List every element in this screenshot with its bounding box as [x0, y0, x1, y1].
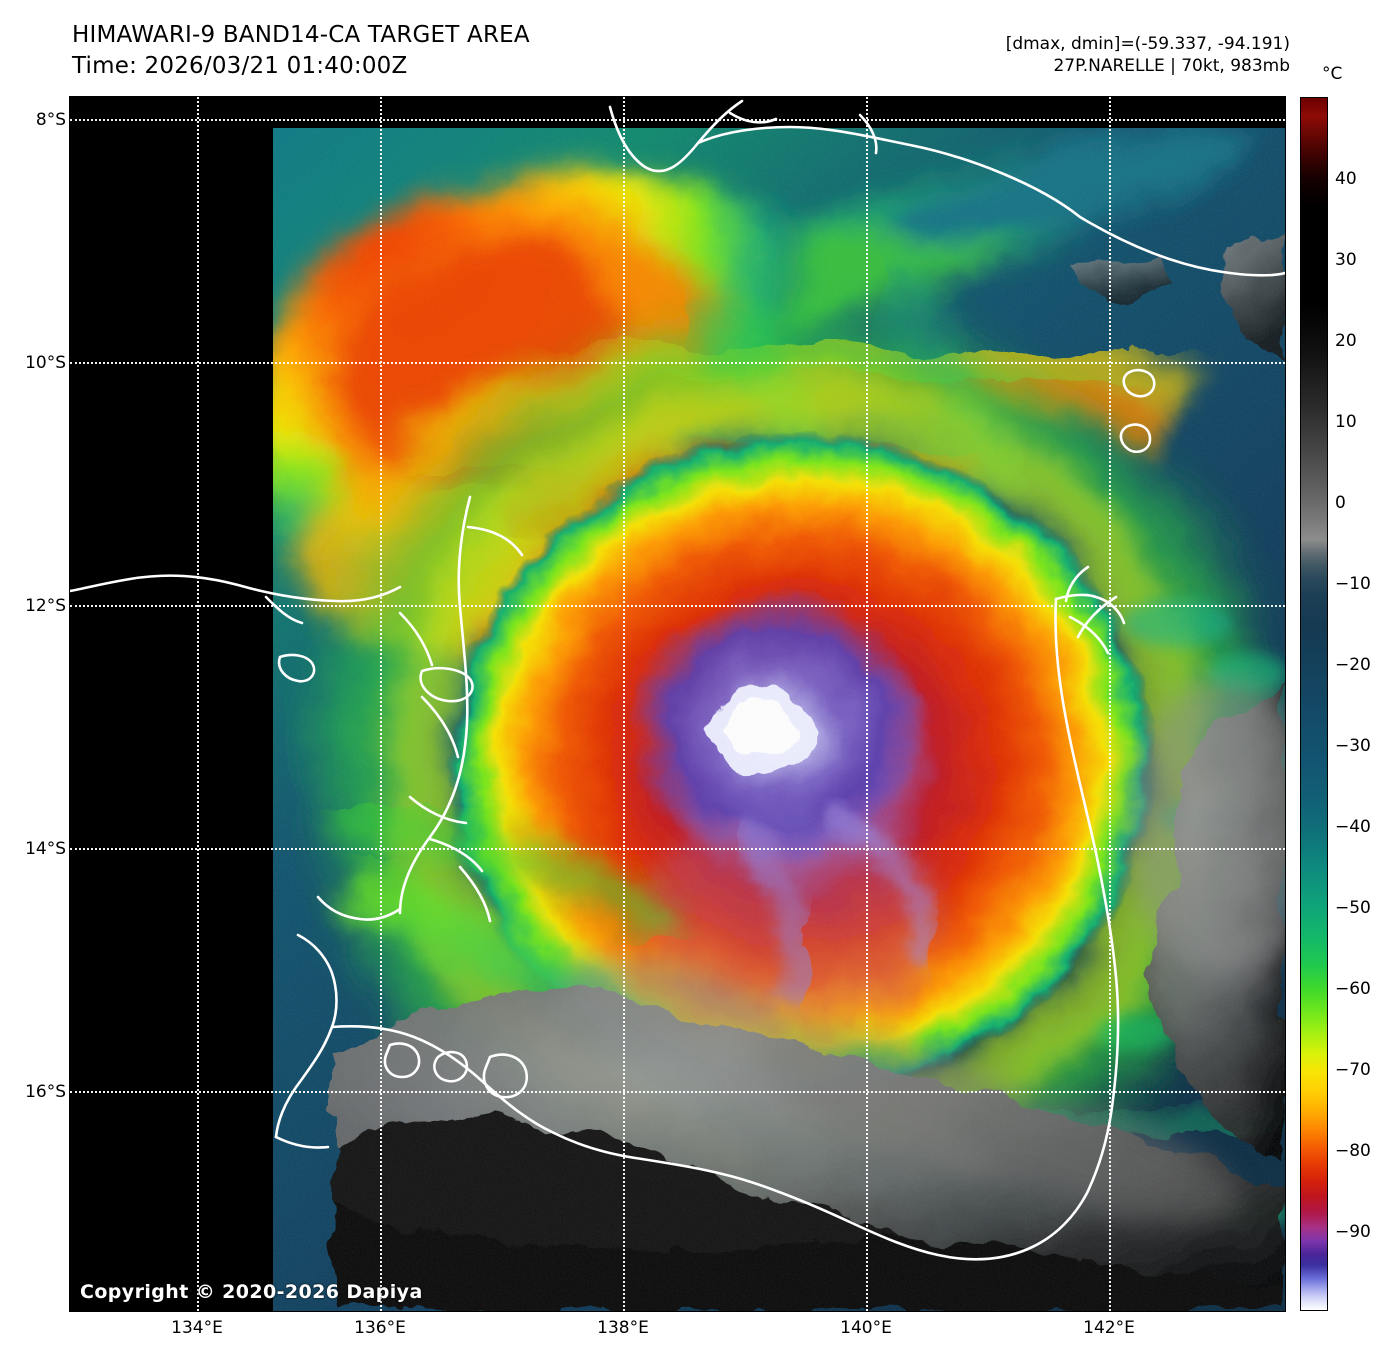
colorbar-tick: −20: [1335, 655, 1371, 675]
colorbar-tick: 40: [1335, 169, 1357, 189]
colorbar-tick: 10: [1335, 412, 1357, 432]
colorbar-tick: −10: [1335, 574, 1371, 594]
colorbar-tick: −80: [1335, 1141, 1371, 1161]
xtick-label: 134°E: [171, 1318, 223, 1338]
ytick-label: 10°S: [25, 353, 66, 373]
gridline-lat-8: [70, 119, 1285, 121]
gridline-lon-134: [197, 97, 199, 1311]
colorbar-tick: 20: [1335, 331, 1357, 351]
xtick-label: 136°E: [354, 1318, 406, 1338]
gridline-lon-142: [1109, 97, 1111, 1311]
gridline-lat-10: [70, 362, 1285, 364]
gridline-lon-138: [623, 97, 625, 1311]
colorbar-tick: 30: [1335, 250, 1357, 270]
gridline-lon-136: [380, 97, 382, 1311]
gridline-lat-14: [70, 848, 1285, 850]
dmax-dmin-text: [dmax, dmin]=(-59.337, -94.191): [1005, 34, 1290, 54]
colorbar-tick: −60: [1335, 979, 1371, 999]
copyright-text: Copyright © 2020-2026 Dapiya: [80, 1281, 423, 1303]
header-meta-block: [dmax, dmin]=(-59.337, -94.191) 27P.NARE…: [1006, 33, 1290, 77]
page-title: HIMAWARI-9 BAND14-CA TARGET AREA: [72, 22, 530, 48]
ytick-label: 16°S: [25, 1082, 66, 1102]
xtick-label: 140°E: [840, 1318, 892, 1338]
xtick-label: 142°E: [1083, 1318, 1135, 1338]
colorbar-tick: −90: [1335, 1222, 1371, 1242]
xtick-label: 138°E: [597, 1318, 649, 1338]
colorbar-tick: −30: [1335, 736, 1371, 756]
colorbar-tick: −70: [1335, 1060, 1371, 1080]
gridline-lat-12: [70, 605, 1285, 607]
satellite-image-plot: Copyright © 2020-2026 Dapiya: [70, 97, 1285, 1311]
ytick-label: 12°S: [25, 596, 66, 616]
gridline-lon-140: [866, 97, 868, 1311]
infrared-satellite-raster: [273, 128, 1285, 1311]
temperature-colorbar: [1300, 97, 1328, 1311]
colorbar-unit-label: °C: [1322, 64, 1343, 84]
colorbar-tick: −40: [1335, 817, 1371, 837]
gridline-lat-16: [70, 1091, 1285, 1093]
colorbar-tick: −50: [1335, 898, 1371, 918]
header-title-block: HIMAWARI-9 BAND14-CA TARGET AREA Time: 2…: [72, 20, 530, 82]
colorbar-tick: 0: [1335, 493, 1346, 513]
storm-info-text: 27P.NARELLE | 70kt, 983mb: [1053, 56, 1290, 76]
timestamp: Time: 2026/03/21 01:40:00Z: [72, 53, 408, 79]
ytick-label: 14°S: [25, 839, 66, 859]
coastline-overlay: [70, 99, 1285, 1261]
ytick-label: 8°S: [35, 110, 66, 130]
